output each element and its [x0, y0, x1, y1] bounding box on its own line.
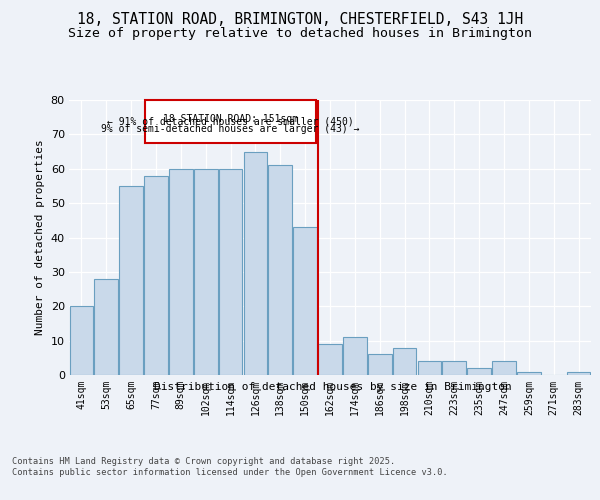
- Bar: [70, 306, 93, 375]
- Bar: [467, 368, 491, 375]
- Text: Contains HM Land Registry data © Crown copyright and database right 2025.
Contai: Contains HM Land Registry data © Crown c…: [12, 458, 448, 477]
- Text: Distribution of detached houses by size in Brimington: Distribution of detached houses by size …: [154, 382, 512, 392]
- Bar: [567, 372, 590, 375]
- Bar: [492, 361, 516, 375]
- Bar: [194, 169, 218, 375]
- Bar: [418, 361, 441, 375]
- Bar: [268, 166, 292, 375]
- Bar: [94, 279, 118, 375]
- Text: 9% of semi-detached houses are larger (43) →: 9% of semi-detached houses are larger (4…: [101, 124, 360, 134]
- Bar: [368, 354, 392, 375]
- FancyBboxPatch shape: [145, 100, 316, 143]
- Bar: [119, 186, 143, 375]
- Text: Size of property relative to detached houses in Brimington: Size of property relative to detached ho…: [68, 28, 532, 40]
- Bar: [219, 169, 242, 375]
- Bar: [442, 361, 466, 375]
- Bar: [318, 344, 342, 375]
- Bar: [393, 348, 416, 375]
- Text: 18, STATION ROAD, BRIMINGTON, CHESTERFIELD, S43 1JH: 18, STATION ROAD, BRIMINGTON, CHESTERFIE…: [77, 12, 523, 28]
- Bar: [343, 337, 367, 375]
- Bar: [293, 227, 317, 375]
- Bar: [244, 152, 267, 375]
- Y-axis label: Number of detached properties: Number of detached properties: [35, 140, 45, 336]
- Bar: [169, 169, 193, 375]
- Bar: [144, 176, 168, 375]
- Text: 18 STATION ROAD: 151sqm: 18 STATION ROAD: 151sqm: [163, 114, 298, 124]
- Bar: [517, 372, 541, 375]
- Text: ← 91% of detached houses are smaller (450): ← 91% of detached houses are smaller (45…: [107, 116, 354, 126]
